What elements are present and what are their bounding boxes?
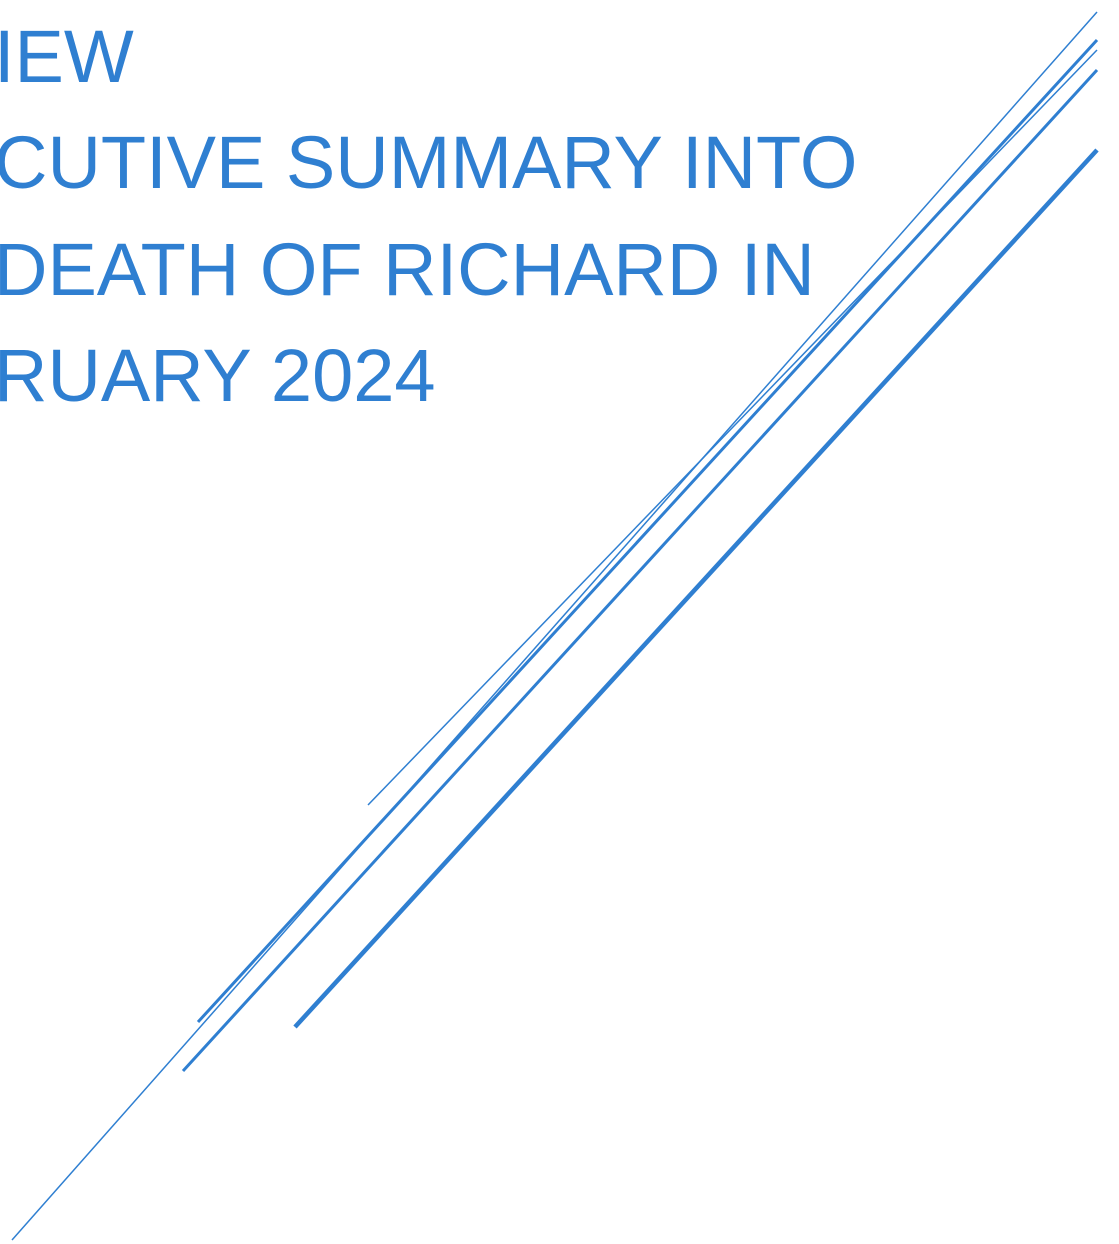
title-line-3: DEATH OF RICHARD IN (0, 228, 815, 311)
title-line-2: CUTIVE SUMMARY INTO (0, 121, 858, 204)
title-line-4: RUARY 2024 (0, 334, 436, 417)
document-title: IEW CUTIVE SUMMARY INTO DEATH OF RICHARD… (0, 0, 1119, 420)
title-line-1: IEW (0, 15, 134, 98)
